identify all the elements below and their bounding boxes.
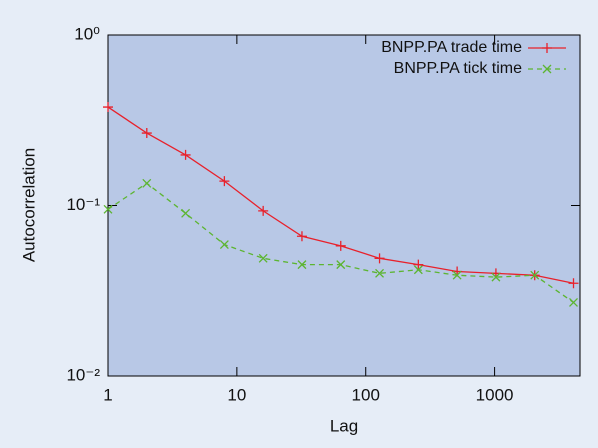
x-tick-label: 1 [103, 385, 112, 404]
point [530, 270, 540, 280]
point [335, 240, 346, 251]
point [569, 297, 578, 307]
point [297, 260, 307, 270]
point [219, 176, 230, 187]
point [413, 265, 423, 275]
point [491, 272, 501, 282]
legend-label: BNPP.PA trade time [381, 39, 522, 56]
point [258, 205, 269, 216]
x-tick-label: 1000 [476, 385, 514, 404]
point [103, 204, 113, 214]
y-axis-label: Autocorrelation [19, 148, 38, 262]
legend-marker [542, 43, 552, 53]
x-tick-label: 10 [227, 385, 246, 404]
legend-marker [542, 64, 552, 74]
y-tick-label: 10⁻² [66, 365, 100, 384]
point [452, 270, 462, 280]
point [142, 178, 152, 188]
y-tick-label: 10⁻¹ [66, 195, 100, 214]
point [258, 253, 268, 263]
point [296, 231, 307, 242]
point [375, 268, 385, 278]
point [219, 240, 229, 250]
legend-label: BNPP.PA tick time [394, 60, 522, 77]
point [181, 208, 191, 218]
point [103, 102, 113, 113]
point [336, 260, 346, 270]
point [180, 149, 191, 160]
point [374, 253, 385, 264]
point [141, 128, 152, 139]
point [413, 259, 424, 270]
plot-area [107, 34, 581, 377]
point [568, 278, 579, 289]
x-axis-label: Lag [330, 416, 358, 435]
x-tick-label: 100 [352, 385, 380, 404]
y-tick-label: 10⁰ [74, 24, 100, 43]
